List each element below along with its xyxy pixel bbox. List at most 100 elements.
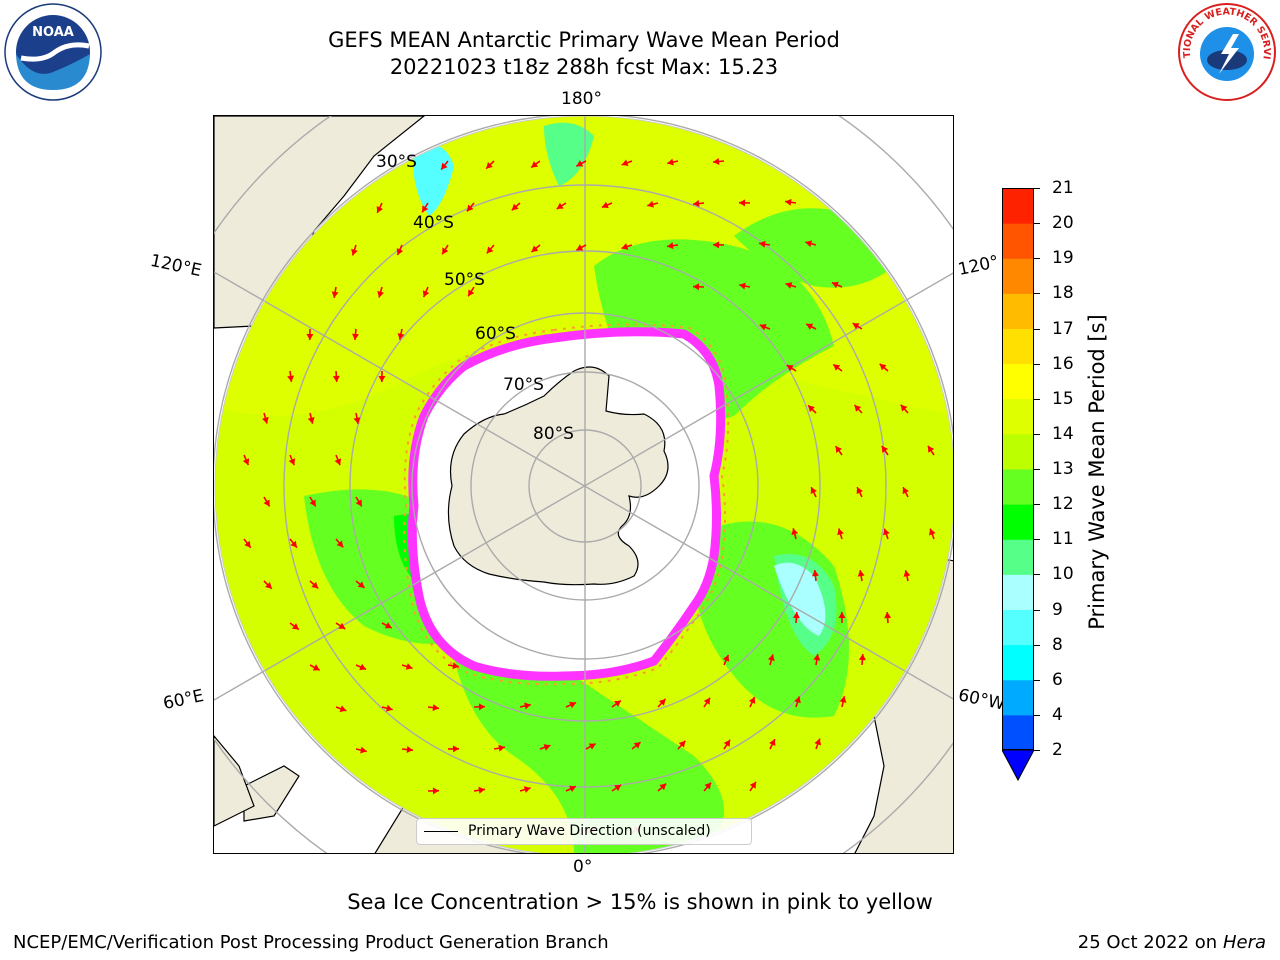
wave-arrow-head [569, 701, 577, 709]
wave-arrow-head [854, 405, 862, 412]
lon-label-120w: 120° [956, 251, 1001, 281]
wave-arrow-head [377, 290, 385, 298]
wave-arrow-head [478, 703, 485, 711]
wave-arrow-head [786, 365, 794, 372]
colorbar-tick-mark [1034, 188, 1040, 189]
wave-arrow-head [244, 540, 251, 548]
wave-arrow-head [523, 786, 531, 793]
wave-arrow-head [792, 612, 800, 619]
colorbar-tick-mark [1034, 609, 1040, 611]
colorbar-tick-mark [1034, 293, 1040, 295]
wave-arrow-head [306, 333, 314, 340]
wave-arrow-head [307, 417, 315, 424]
wave-arrow-head [351, 248, 358, 256]
colorbar-tick-mark [1034, 328, 1040, 330]
colorbar-tick-label: 6 [1052, 669, 1063, 690]
wave-arrow-head [749, 781, 756, 789]
wave-arrow-head [432, 787, 439, 795]
wave-arrow-head [406, 746, 413, 754]
wave-arrow-head [759, 323, 767, 331]
wave-arrow-head [339, 705, 347, 712]
wave-arrow-head [422, 205, 429, 213]
antarctic-map [213, 115, 954, 854]
colorbar-segment [1002, 504, 1034, 540]
wave-arrow-head [833, 364, 841, 371]
colorbar-segment [1002, 574, 1034, 610]
wave-arrow-head [856, 487, 863, 495]
colorbar-tick-mark [1034, 539, 1040, 541]
wave-arrow-head [769, 739, 776, 747]
lon-label-120e: 120°E [148, 250, 204, 282]
wave-arrow-head [703, 697, 710, 705]
map-title: GEFS MEAN Antarctic Primary Wave Mean Pe… [328, 28, 840, 52]
antarctica-land [447, 366, 669, 586]
lon-label-0: 0° [573, 857, 593, 877]
wave-direction-arrows [242, 157, 936, 835]
wave-arrow-head [334, 458, 342, 466]
wave-arrow-head [814, 738, 822, 746]
wave-arrow-head [466, 204, 474, 212]
colorbar-segment [1002, 644, 1034, 681]
colorbar-extend-arrow [1002, 749, 1034, 782]
wave-arrow-head [902, 487, 909, 495]
colorbar-tick-label: 13 [1052, 459, 1074, 479]
colorbar-tick-label: 16 [1052, 353, 1074, 374]
graticule [214, 116, 953, 853]
wave-arrow-head [903, 570, 911, 577]
colorbar-tick-label: 20 [1052, 213, 1074, 234]
wave-arrow-head [794, 696, 801, 704]
wave-arrow-head [883, 528, 890, 536]
colorbar-tick-label: 17 [1052, 318, 1074, 339]
colorbar-tick-label: 10 [1052, 564, 1074, 585]
wave-arrow-head [332, 375, 340, 382]
wave-arrow-head [265, 582, 272, 589]
wave-arrow-head [331, 291, 339, 298]
colorbar-tick-mark [1034, 504, 1040, 506]
wave-arrow-head [722, 654, 730, 662]
wave-arrow-head [785, 198, 792, 206]
footer-date: 25 Oct 2022 on Hera [1078, 932, 1266, 953]
lat-label-60s: 60°S [475, 324, 516, 344]
wave-arrow-head [384, 622, 392, 629]
wave-arrow-head [667, 242, 674, 250]
wave-arrow-head [486, 161, 493, 169]
wave-arrow-head [927, 445, 935, 453]
wave-arrow-head [808, 405, 815, 413]
colorbar-segment [1002, 363, 1034, 400]
colorbar-tick-mark [1034, 363, 1040, 365]
wave-arrow-head [723, 739, 731, 747]
lat-label-70s: 70°S [503, 375, 544, 395]
wave-arrow-head [621, 159, 629, 167]
colorbar-tick-label: 4 [1052, 704, 1063, 725]
wave-arrow-head [569, 785, 576, 793]
madagascar-land [243, 765, 300, 822]
wave-arrow-head [838, 612, 846, 619]
footer-machine: Hera [1222, 932, 1266, 953]
wave-arrow-head [693, 283, 700, 291]
colorbar-tick-label: 2 [1052, 740, 1063, 760]
lat-label-80s: 80°S [533, 424, 574, 444]
wave-arrow-head [739, 199, 746, 207]
colorbar-segment [1002, 328, 1034, 365]
wave-arrow-head [376, 205, 383, 213]
wave-arrow-head [441, 162, 448, 170]
colorbar-tick-mark [1034, 469, 1040, 470]
wave-arrow-head [633, 742, 641, 749]
wave-arrow-head [543, 744, 551, 751]
wave-arrow-head [678, 740, 686, 748]
wave-arrow-head [311, 581, 319, 589]
wave-arrow-head [556, 202, 564, 209]
wave-arrow-head [452, 662, 459, 670]
wave-arrow-head [336, 540, 344, 548]
colorbar-segment [1002, 539, 1034, 575]
colorbar-tick-mark [1034, 223, 1040, 225]
wave-arrow-head [359, 663, 367, 671]
colorbar-segment [1002, 679, 1034, 716]
colorbar-tick-label: 15 [1052, 388, 1074, 409]
wave-arrow-head [531, 245, 539, 252]
wave-arrow-head [576, 160, 584, 167]
colorbar-tick-mark [1034, 750, 1040, 751]
wave-arrow-head [511, 203, 519, 211]
wave-arrow-head [386, 704, 393, 712]
footer-date-text: 25 Oct 2022 on [1077, 932, 1223, 953]
